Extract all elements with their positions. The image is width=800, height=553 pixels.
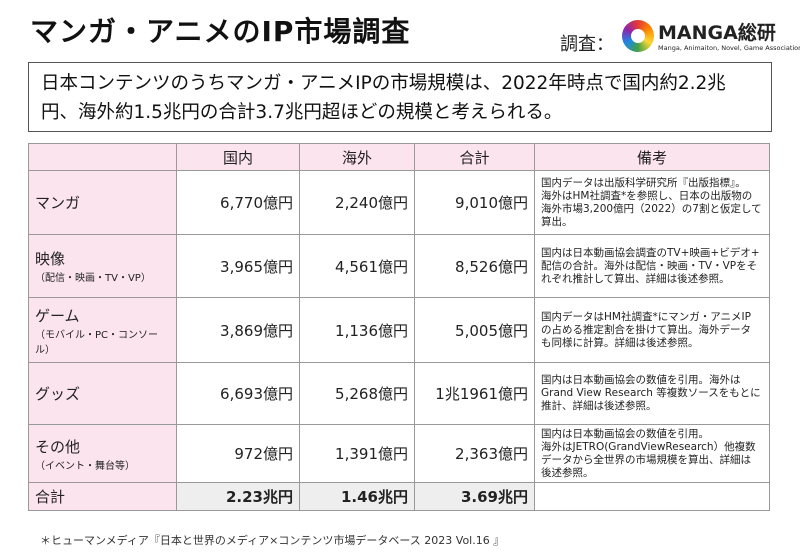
note-line: 海外はJETRO(GrandViewResearch）他複数 — [541, 440, 756, 453]
note-line: も同様に計算。詳細は後述参照。 — [541, 336, 699, 349]
note-line: れぞれ推計して算出、詳細は後述参照。 — [541, 272, 730, 285]
note-line: データから全世界の市場規模を算出、詳細は — [541, 453, 751, 466]
note-line: 国内データは出版科学研究所『出版指標』。 — [541, 176, 746, 189]
value-cell: 6,770億円 — [176, 170, 300, 235]
logo: MANGA総研 Manga, Animaiton, Novel, Game As… — [622, 18, 800, 58]
note-line: 海外市場3,200億円（2022）の7割と仮定して — [541, 202, 762, 215]
table-row: グッズ 6,693億円 5,268億円 1兆1961億円 国内は日本動画協会の数値を引用… — [28, 362, 770, 425]
note-line: 推計、詳細は後述参照。 — [541, 400, 657, 412]
logo-name: MANGA総研 — [658, 22, 776, 44]
note-line: 後述参照。 — [541, 466, 594, 479]
table-row: 映像 （配信・映画・TV・VP） 3,965億円 4,561億円 8,526億円 国内は日… — [28, 234, 770, 298]
note-cell: 国内データはHM社調査*にマンガ・アニメIP の占める推定割合を掛けて算出。海外デ… — [534, 297, 770, 363]
note-line: 算出。 — [541, 215, 573, 228]
header-cell: 合計 — [414, 143, 535, 171]
row-sub: （イベント・舞台等） — [35, 460, 135, 472]
value-cell: 3,869億円 — [176, 297, 300, 363]
note-line: 国内は日本動画協会の数値を引用。海外は — [541, 374, 741, 386]
value-cell: 1.46兆円 — [299, 482, 415, 511]
row-label: ゲーム （モバイル・PC・コンソール） — [28, 297, 177, 363]
value-cell: 5,005億円 — [414, 297, 535, 363]
row-name: その他 — [35, 437, 81, 456]
row-label: 合計 — [28, 482, 177, 511]
logo-sub: Manga, Animaiton, Novel, Game Associatio… — [658, 44, 800, 52]
header-cell: 海外 — [299, 143, 415, 171]
value-cell: 3.69兆円 — [414, 482, 535, 511]
note-line: の占める推定割合を掛けて算出。海外データ — [541, 323, 751, 336]
value-cell: 1兆1961億円 — [414, 362, 535, 425]
row-sub: （モバイル・PC・コンソール） — [35, 329, 159, 356]
note-line: Grand View Research 等複数ソースをもとに — [541, 387, 761, 399]
note-line: 海外はHM社調査*を参照し、日本の出版物の — [541, 189, 753, 202]
summary: 日本コンテンツのうちマンガ・アニメIPの市場規模は、2022年時点で国内約2.2… — [28, 62, 772, 132]
table-row: ゲーム （モバイル・PC・コンソール） 3,869億円 1,136億円 5,005億円国… — [28, 297, 770, 363]
note-cell: 国内は日本動画協会の数値を引用。海外は Grand View Research 等… — [534, 362, 770, 425]
value-cell: 6,693億円 — [176, 362, 300, 425]
value-cell: 2.23兆円 — [176, 482, 300, 511]
value-cell: 9,010億円 — [414, 170, 535, 235]
note-cell: 国内は日本動画協会の数値を引用。 海外はJETRO(GrandViewResear… — [534, 424, 770, 483]
header-cell: 国内 — [176, 143, 300, 171]
survey-label: 調査： — [560, 34, 614, 55]
row-label: その他 （イベント・舞台等） — [28, 424, 177, 483]
row-name: グッズ — [35, 385, 81, 403]
value-cell: 1,136億円 — [299, 297, 415, 363]
row-name: マンガ — [35, 194, 81, 212]
value-cell: 8,526億円 — [414, 234, 535, 298]
row-sub: （配信・映画・TV・VP） — [35, 273, 151, 284]
logo-icon — [622, 20, 654, 52]
value-cell: 972億円 — [176, 424, 300, 483]
title: マンガ・アニメのIP市場調査 — [30, 15, 411, 48]
row-label: グッズ — [28, 362, 177, 425]
header-cell — [28, 143, 177, 171]
value-cell: 1,391億円 — [299, 424, 415, 483]
note-line: 国内は日本動画協会調査のTV+映画+ビデオ+ — [541, 246, 760, 259]
note-line: 配信の合計。海外は配信・映画・TV・VPをそ — [541, 259, 758, 272]
table-row: その他 （イベント・舞台等） 972億円 1,391億円 2,363億円 国内は日本動画協… — [28, 424, 770, 483]
table-row: マンガ 6,770億円 2,240億円 9,010億円 国内データは出版科学研究所『出版… — [28, 170, 770, 235]
source: ＊ヒューマンメディア『日本と世界のメディア×コンテンツ市場データベース 2023… — [40, 534, 505, 547]
row-name: ゲーム — [35, 306, 80, 325]
total-row: 合計 2.23兆円 1.46兆円 3.69兆円 — [28, 482, 770, 511]
row-label: 映像 （配信・映画・TV・VP） — [28, 234, 177, 298]
row-name: 映像 — [35, 250, 66, 268]
header-row: 国内 海外 合計 備考 — [28, 143, 770, 171]
value-cell: 4,561億円 — [299, 234, 415, 298]
note-line: 国内データはHM社調査*にマンガ・アニメIP — [541, 310, 751, 323]
value-cell: 2,363億円 — [414, 424, 535, 483]
note-cell: 国内は日本動画協会調査のTV+映画+ビデオ+ 配信の合計。海外は配信・映画・TV・… — [534, 234, 770, 298]
note-cell — [534, 482, 770, 511]
value-cell: 2,240億円 — [299, 170, 415, 235]
note-line: 国内は日本動画協会の数値を引用。 — [541, 427, 709, 440]
header-cell: 備考 — [534, 143, 770, 171]
value-cell: 5,268億円 — [299, 362, 415, 425]
value-cell: 3,965億円 — [176, 234, 300, 298]
row-label: マンガ — [28, 170, 177, 235]
note-cell: 国内データは出版科学研究所『出版指標』。 海外はHM社調査*を参照し、日本の出版物… — [534, 170, 770, 235]
market-table: 国内 海外 合計 備考 マンガ 6,770億円 2,240億円 9,010億円 国内データは出版… — [28, 143, 770, 511]
